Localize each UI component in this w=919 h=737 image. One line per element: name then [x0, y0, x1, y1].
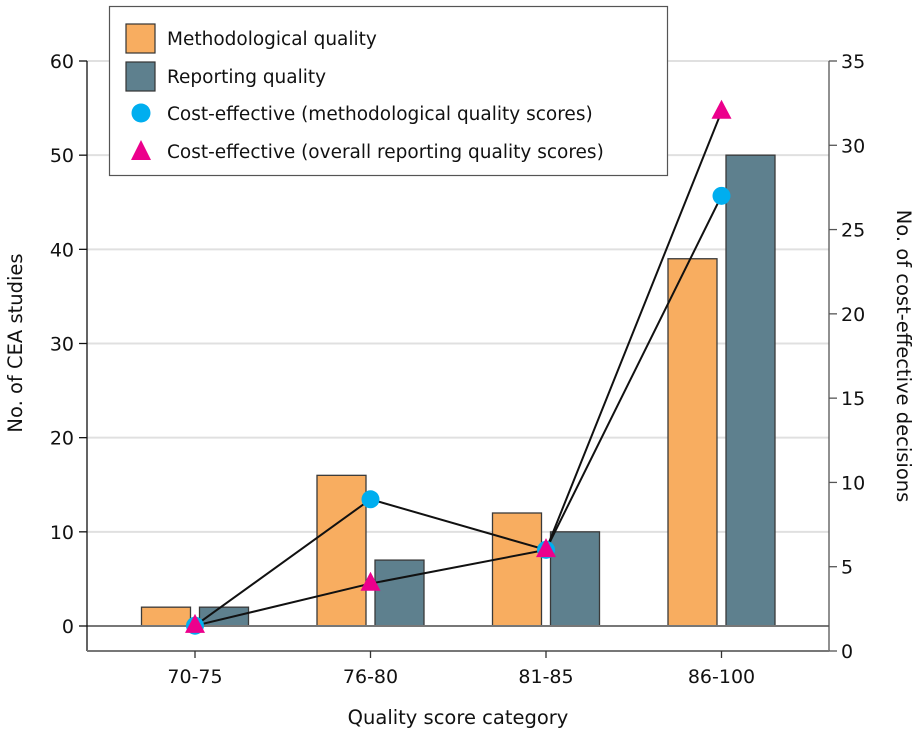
- triangle-marker: [185, 613, 205, 633]
- y2-tick-label: 15: [841, 388, 865, 410]
- legend-label: Reporting quality: [167, 67, 326, 88]
- circle-marker: [361, 490, 380, 509]
- x-axis-title: Quality score category: [348, 706, 569, 729]
- triangle-marker: [536, 538, 556, 558]
- x-tick-label: 70-75: [167, 666, 222, 688]
- bar: [549, 531, 601, 627]
- y2-axis-title: No. of cost-effective decisions: [892, 210, 915, 503]
- y-tick-label: 0: [62, 616, 74, 638]
- bar: [667, 258, 718, 627]
- y-tick-label: 40: [50, 239, 74, 261]
- series-markers: [185, 99, 732, 635]
- y2-tick-label: 30: [841, 135, 865, 157]
- y2-tick-label: 25: [841, 220, 865, 242]
- tick-labels: 0 10 20 30 40 50 60 0 5 10 15 20 25 30 35 70-75 76-80 81-…: [50, 51, 865, 688]
- legend-triangle-icon: [131, 140, 151, 160]
- bar: [374, 559, 425, 627]
- y-tick-label: 20: [50, 428, 74, 450]
- circle-marker: [712, 186, 731, 205]
- legend: Methodological quality Reporting quality C…: [108, 5, 669, 177]
- legend-label: Cost-effective (methodological quality s…: [167, 104, 593, 125]
- bar: [140, 606, 192, 627]
- bars: [140, 154, 776, 627]
- bar: [316, 474, 367, 627]
- legend-box: [108, 5, 669, 177]
- y2-tick-label: 5: [841, 557, 853, 579]
- triangle-marker: [360, 571, 381, 591]
- series-lines: [194, 111, 723, 627]
- y2-tick-label: 10: [841, 472, 865, 494]
- x-tick-label: 86-100: [688, 666, 755, 688]
- x-tick-label: 81-85: [518, 666, 573, 688]
- bar: [491, 512, 543, 627]
- y-tick-label: 30: [50, 334, 74, 356]
- y-tick-label: 10: [50, 522, 74, 544]
- y2-tick-label: 0: [841, 641, 853, 663]
- series-line: [194, 111, 723, 627]
- series-line: [194, 195, 723, 627]
- triangle-marker: [711, 99, 732, 119]
- legend-label: Cost-effective (overall reporting qualit…: [167, 142, 604, 163]
- legend-swatch: [125, 61, 156, 92]
- axes: [79, 60, 837, 658]
- y-tick-label: 60: [50, 51, 74, 73]
- bar: [725, 154, 776, 627]
- y-tick-label: 50: [50, 145, 74, 167]
- legend-circle-icon: [131, 103, 151, 123]
- x-tick-label: 76-80: [343, 666, 398, 688]
- legend-swatch: [125, 23, 156, 54]
- y2-tick-label: 20: [841, 304, 865, 326]
- legend-label: Methodological quality: [167, 29, 377, 50]
- y-axis-title: No. of CEA studies: [4, 253, 27, 432]
- y2-tick-label: 35: [841, 51, 865, 73]
